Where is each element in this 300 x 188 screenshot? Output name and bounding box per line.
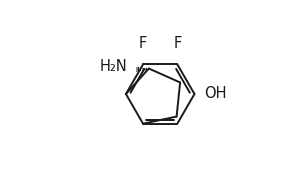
Text: F: F xyxy=(173,36,182,52)
Text: F: F xyxy=(139,36,147,52)
Text: H₂N: H₂N xyxy=(100,59,128,74)
Text: OH: OH xyxy=(204,86,226,102)
